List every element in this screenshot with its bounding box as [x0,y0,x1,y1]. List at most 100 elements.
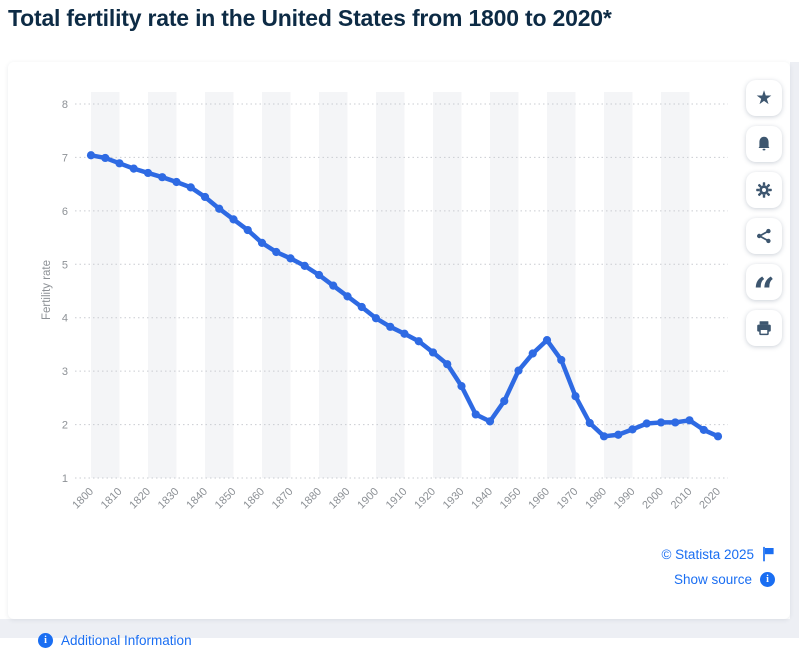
alerts-button[interactable] [746,126,782,162]
share-icon [755,227,773,245]
y-tick-label: 5 [62,259,68,271]
data-point-1880[interactable] [314,270,324,280]
x-tick-label: 1970 [555,486,581,512]
x-tick-label: 1890 [327,486,353,512]
data-point-1875[interactable] [300,261,309,270]
data-point-1830[interactable] [172,177,181,187]
x-tick-label: 2000 [640,486,666,512]
data-point-1930[interactable] [457,382,466,391]
x-tick-label: 1860 [241,486,267,512]
data-point-1935[interactable] [471,410,480,419]
decade-stripe [661,92,690,478]
data-point-1920[interactable] [428,348,438,357]
share-button[interactable] [746,218,782,254]
data-point-1990[interactable] [628,425,637,434]
data-point-1890[interactable] [343,292,352,301]
x-tick-label: 1920 [412,486,438,512]
data-point-1905[interactable] [386,322,395,331]
data-point-1940[interactable] [485,417,495,426]
x-tick-label: 1990 [612,486,638,512]
print-button[interactable] [746,310,782,346]
statista-copyright: © Statista 2025 [661,545,775,563]
flag-icon[interactable] [762,546,775,562]
page-background-right [790,62,799,619]
data-point-2015[interactable] [699,425,708,435]
additional-information-link[interactable]: i Additional Information [38,631,192,649]
data-point-1810[interactable] [115,159,124,168]
info-icon: i [760,571,775,587]
favorite-button[interactable]: ★ [746,80,782,116]
data-point-1835[interactable] [186,183,195,192]
data-point-2020[interactable] [713,432,723,441]
data-point-1885[interactable] [329,281,338,290]
decade-stripe [433,92,462,478]
show-source-link[interactable]: Show source i [661,570,775,588]
data-point-1870[interactable] [286,254,295,263]
decade-stripe [604,92,633,478]
data-point-1825[interactable] [158,173,167,182]
x-tick-label: 1840 [184,486,210,512]
data-point-1945[interactable] [500,396,509,406]
data-point-1860[interactable] [257,238,267,248]
decade-stripe [547,92,576,478]
data-point-1800[interactable] [86,151,96,160]
x-tick-label: 1900 [355,486,381,512]
data-point-1865[interactable] [272,247,281,257]
y-tick-label: 3 [62,366,68,378]
data-point-1995[interactable] [642,419,651,428]
data-point-1975[interactable] [585,418,594,428]
settings-button[interactable] [746,172,782,208]
cite-button[interactable]: “ [746,264,782,311]
copyright-label: © Statista 2025 [661,546,754,562]
data-point-1805[interactable] [101,153,110,163]
x-tick-label: 1850 [213,486,239,512]
decade-stripe [148,92,177,478]
x-tick-label: 1880 [298,486,324,512]
data-point-1845[interactable] [215,204,224,213]
data-point-1910[interactable] [400,329,409,338]
chart-card: 1 2 3 4 5 6 7 8 Fertility rate 1800 1810 1820 1830 18… [8,62,790,648]
data-point-2005[interactable] [671,418,680,427]
data-point-2010[interactable] [685,416,694,425]
decade-stripe [262,92,291,478]
data-point-1950[interactable] [514,366,523,375]
data-point-1915[interactable] [414,337,423,346]
y-tick-label: 4 [62,313,68,325]
data-point-1985[interactable] [614,430,623,439]
data-point-1965[interactable] [557,355,566,365]
x-tick-label: 1820 [127,486,153,512]
y-tick-label: 6 [62,206,68,218]
show-source-label: Show source [673,571,752,587]
data-point-1815[interactable] [129,164,138,173]
data-point-2000[interactable] [656,418,666,427]
y-tick-label: 1 [62,473,68,485]
x-tick-label: 1980 [583,486,609,512]
decade-stripe [376,92,405,478]
data-point-1840[interactable] [200,192,210,202]
data-point-1980[interactable] [599,432,609,441]
additional-information-label: Additional Information [61,632,192,648]
data-point-1895[interactable] [357,302,366,312]
x-tick-label: 1830 [156,486,182,512]
x-tick-label: 1930 [441,486,467,512]
star-icon: ★ [755,87,773,109]
decade-stripe [490,92,519,478]
data-point-1900[interactable] [371,314,381,323]
gear-icon [755,181,773,199]
x-tick-label: 2020 [697,486,723,512]
data-point-1850[interactable] [229,215,238,224]
y-tick-label: 8 [62,99,68,111]
y-axis-title: Fertility rate [41,260,53,320]
decade-stripe [205,92,234,478]
y-tick-label: 2 [62,420,68,432]
data-point-1855[interactable] [243,225,252,235]
data-point-1820[interactable] [143,168,153,178]
data-point-1925[interactable] [443,360,452,369]
data-point-1970[interactable] [571,392,580,401]
x-tick-label: 1960 [526,486,552,512]
data-point-1960[interactable] [542,336,552,345]
x-tick-label: 1800 [70,486,96,512]
data-point-1955[interactable] [528,349,537,358]
x-tick-label: 1950 [498,486,524,512]
